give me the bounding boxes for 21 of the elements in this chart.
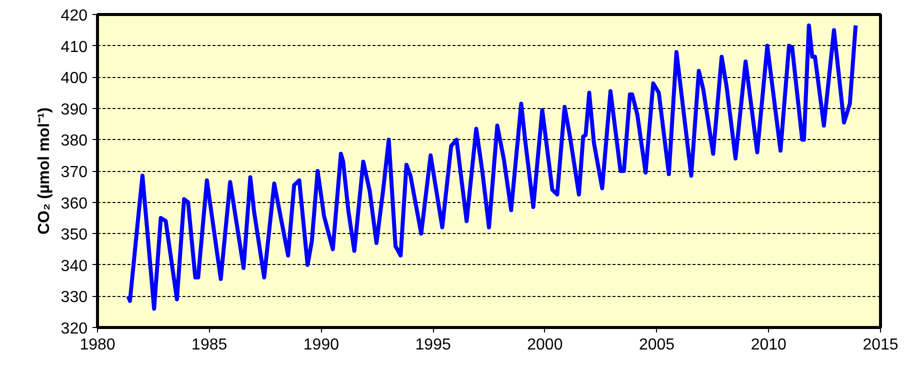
y-tick-label: 390 bbox=[60, 101, 88, 118]
x-tick-label: 1985 bbox=[192, 336, 228, 354]
y-tick-label: 410 bbox=[60, 38, 88, 56]
y-tick-label: 370 bbox=[60, 164, 88, 181]
x-tick-label: 2010 bbox=[750, 336, 787, 354]
y-tick-label: 420 bbox=[60, 8, 88, 24]
x-tick-label: 2000 bbox=[527, 336, 563, 354]
y-tick-label: 330 bbox=[60, 289, 88, 306]
y-tick-label: 320 bbox=[60, 320, 88, 338]
y-tick-label: 350 bbox=[60, 226, 88, 244]
x-tick-label: 1990 bbox=[303, 336, 340, 354]
line-series bbox=[126, 23, 858, 311]
y-tick-label: 400 bbox=[60, 70, 88, 88]
y-tick-label: 380 bbox=[60, 132, 88, 150]
y-tick-label: 360 bbox=[60, 195, 88, 212]
x-tick-label: 2015 bbox=[862, 336, 898, 354]
y-tick-label: 340 bbox=[60, 258, 88, 275]
x-tick-label: 1995 bbox=[415, 336, 451, 354]
y-axis-title: CO₂ (µmol mol⁻¹) bbox=[36, 107, 53, 235]
x-tick-label: 1980 bbox=[80, 336, 116, 354]
x-tick-label: 2005 bbox=[638, 336, 675, 354]
